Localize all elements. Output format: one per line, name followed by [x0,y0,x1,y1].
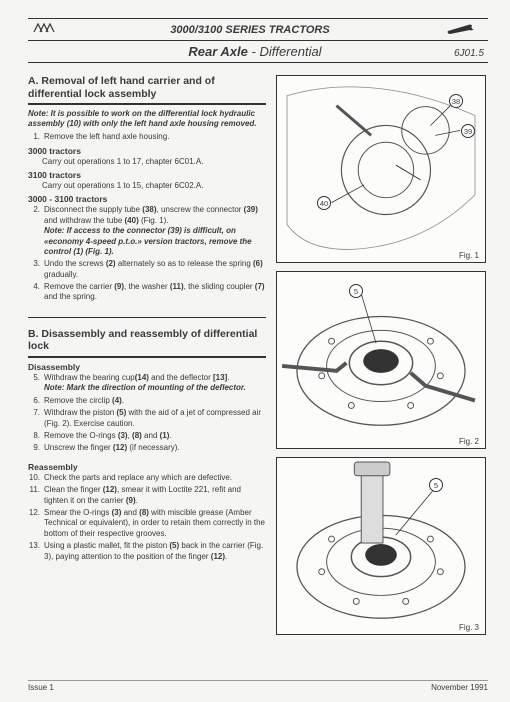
section-b-title: B. Disassembly and reassembly of differe… [28,328,266,358]
step-2: 2.Disconnect the supply tube (38), unscr… [28,205,266,257]
callout-5-fig2: 5 [349,284,363,298]
figure-1-label: Fig. 1 [457,251,481,260]
callout-39: 39 [461,124,475,138]
footer-date: November 1991 [431,683,488,692]
callout-5-fig3: 5 [429,478,443,492]
section-a-note: Note: It is possible to work on the diff… [28,109,266,129]
page-footer: Issue 1 November 1991 [28,680,488,692]
figure-2: 5 Fig. 2 [276,271,486,449]
step-11: 11.Clean the finger (12), smear it with … [28,485,266,506]
callout-38: 38 [449,94,463,108]
step-10: 10.Check the parts and replace any which… [28,473,266,483]
page-title-sep: - [248,44,260,59]
sub-disassembly: Disassembly [28,362,266,372]
step-5: 5.Withdraw the bearing cup(14) and the d… [28,373,266,394]
step-8: 8.Remove the O-rings (3), (8) and (1). [28,431,266,441]
section-a-title: A. Removal of left hand carrier and of d… [28,75,266,105]
figure-3: 5 Fig. 3 [276,457,486,635]
sub-reassembly: Reassembly [28,462,266,472]
step-6: 6.Remove the circlip (4). [28,396,266,406]
step-9: 9.Unscrew the finger (12) (if necessary)… [28,443,266,453]
step-3: 3.Undo the screws (2) alternately so as … [28,259,266,280]
series-title: 3000/3100 SERIES TRACTORS [170,24,329,36]
sub-3100: 3100 tractors [28,170,266,180]
figure-2-label: Fig. 2 [457,437,481,446]
brand-logo [32,22,56,37]
step-7: 7.Withdraw the piston (5) with the aid o… [28,408,266,429]
page-title-main: Rear Axle [188,44,248,59]
step-1: 1.Remove the left hand axle housing. [28,132,266,142]
figure-3-label: Fig. 3 [457,623,481,632]
step-13: 13.Using a plastic mallet, fit the pisto… [28,541,266,562]
callout-40: 40 [317,196,331,210]
wrench-icon [444,21,484,38]
footer-issue: Issue 1 [28,683,54,692]
figure-1: 38 39 40 Fig. 1 [276,75,486,263]
sub-3000: 3000 tractors [28,146,266,156]
sub-both: 3000 - 3100 tractors [28,194,266,204]
sub-3000-text: Carry out operations 1 to 17, chapter 6C… [28,157,266,167]
sub-3100-text: Carry out operations 1 to 15, chapter 6C… [28,181,266,191]
header-row-1: 3000/3100 SERIES TRACTORS [28,21,488,40]
header-row-2: Rear Axle - Differential 6J01.5 [28,44,488,62]
page-title-sub: Differential [259,44,321,59]
step-12: 12.Smear the O-rings (3) and (8) with mi… [28,508,266,539]
step-4: 4.Remove the carrier (9), the washer (11… [28,282,266,303]
page-code: 6J01.5 [454,48,484,59]
